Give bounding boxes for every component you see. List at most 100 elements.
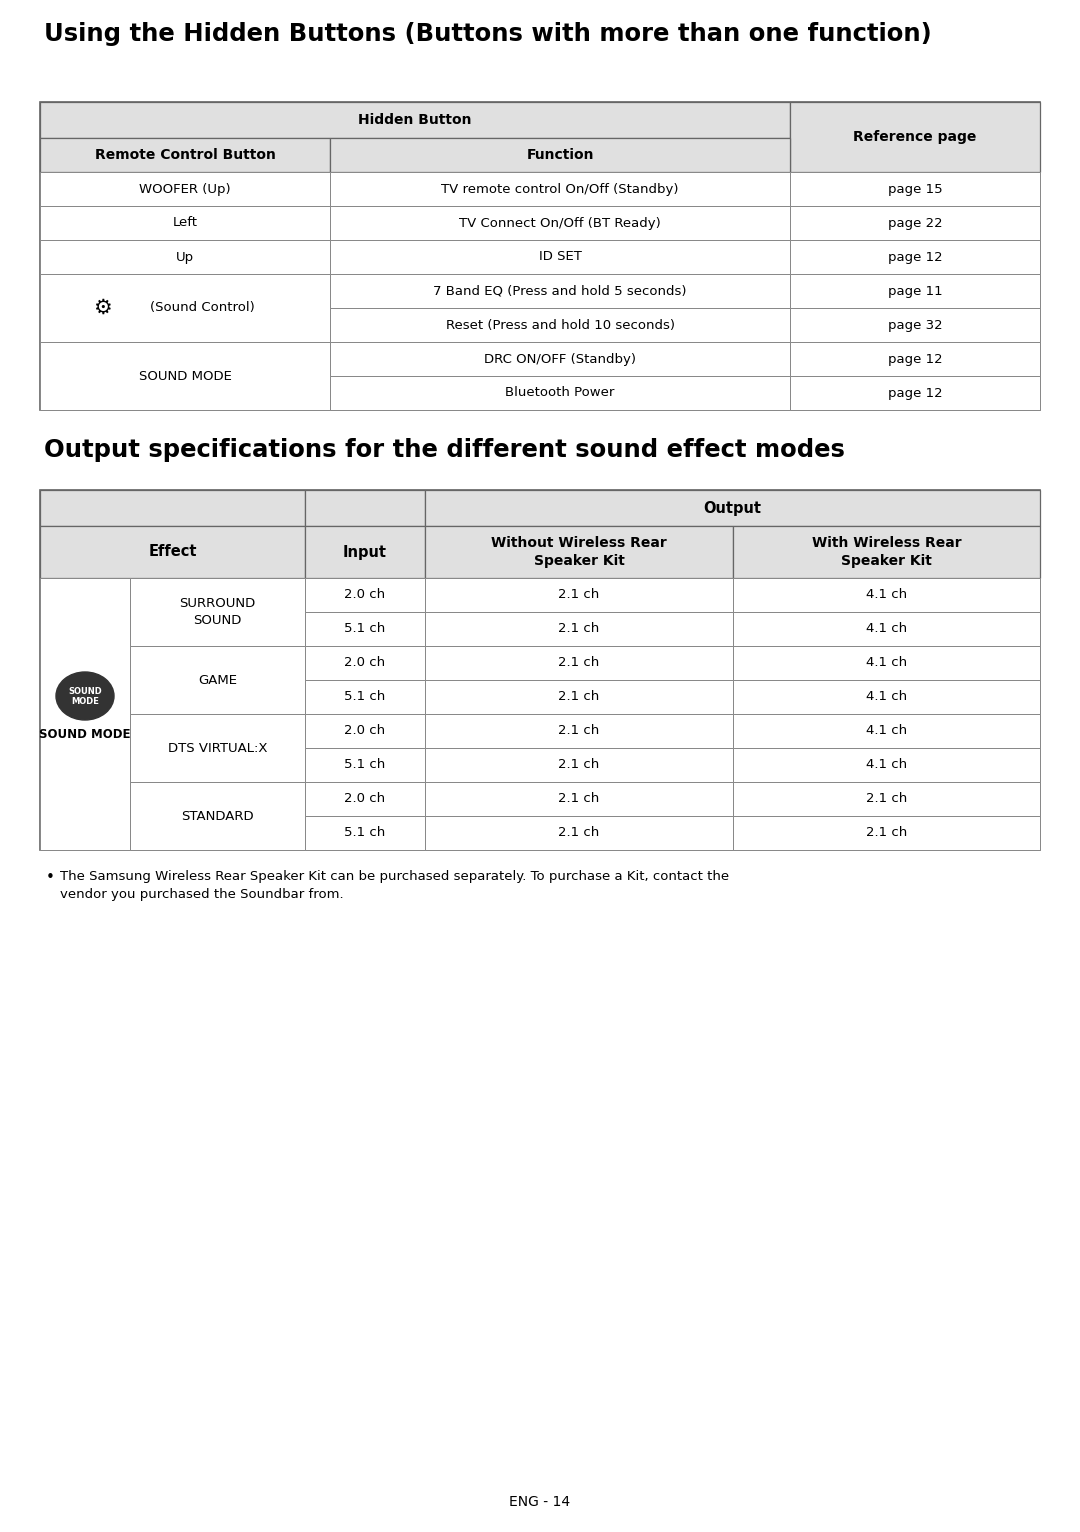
Bar [426,578,733,611]
Bar [40,490,305,525]
Text: SOUND MODE: SOUND MODE [39,728,131,740]
Bar [789,205,1040,241]
Bar [330,241,789,274]
Text: 2.1 ch: 2.1 ch [558,622,599,636]
Bar [40,138,330,172]
Text: page 12: page 12 [888,386,943,400]
Bar [130,578,305,647]
Text: 5.1 ch: 5.1 ch [345,826,386,840]
Bar [733,817,1040,850]
Text: MODE: MODE [71,697,99,706]
Text: Without Wireless Rear
Speaker Kit: Without Wireless Rear Speaker Kit [491,536,666,568]
Bar [305,714,426,748]
Bar [426,817,733,850]
Text: (Sound Control): (Sound Control) [150,302,255,314]
Bar [40,342,330,411]
Text: page 11: page 11 [888,285,943,297]
Text: 4.1 ch: 4.1 ch [866,691,907,703]
Text: vendor you purchased the Soundbar from.: vendor you purchased the Soundbar from. [60,889,343,901]
Bar [40,490,1040,850]
Text: WOOFER (Up): WOOFER (Up) [139,182,231,196]
Bar [330,172,789,205]
Text: STANDARD: STANDARD [181,809,254,823]
Text: ID SET: ID SET [539,251,581,264]
Bar [305,647,426,680]
Text: Hidden Button: Hidden Button [359,113,472,127]
Bar [40,103,789,138]
Bar [426,748,733,781]
Bar [330,205,789,241]
Text: 2.0 ch: 2.0 ch [345,657,386,669]
Bar [426,647,733,680]
Bar [40,172,330,205]
Text: Up: Up [176,251,194,264]
Bar [733,781,1040,817]
Text: Remote Control Button: Remote Control Button [95,149,275,162]
Text: 7 Band EQ (Press and hold 5 seconds): 7 Band EQ (Press and hold 5 seconds) [433,285,687,297]
Text: 5.1 ch: 5.1 ch [345,691,386,703]
Text: Output specifications for the different sound effect modes: Output specifications for the different … [44,438,845,463]
Text: 2.0 ch: 2.0 ch [345,792,386,806]
Text: Effect: Effect [148,544,197,559]
Bar [426,680,733,714]
Bar [305,748,426,781]
Text: 2.1 ch: 2.1 ch [558,657,599,669]
Bar [789,342,1040,375]
Text: The Samsung Wireless Rear Speaker Kit can be purchased separately. To purchase a: The Samsung Wireless Rear Speaker Kit ca… [60,870,729,882]
Bar [426,490,1040,525]
Bar [40,103,1040,411]
Text: DTS VIRTUAL:X: DTS VIRTUAL:X [167,741,267,754]
Bar [305,680,426,714]
Bar [789,103,1040,172]
Bar [40,241,330,274]
Bar [330,308,789,342]
Text: page 22: page 22 [888,216,943,230]
Text: page 12: page 12 [888,251,943,264]
Bar [426,781,733,817]
Bar [330,274,789,308]
Text: ⚙: ⚙ [93,299,111,319]
Bar [40,525,305,578]
Bar [130,647,305,714]
Text: 5.1 ch: 5.1 ch [345,758,386,772]
Text: Reset (Press and hold 10 seconds): Reset (Press and hold 10 seconds) [446,319,675,331]
Bar [733,611,1040,647]
Bar [733,525,1040,578]
Text: 2.1 ch: 2.1 ch [558,792,599,806]
Text: •: • [46,870,55,885]
Text: SOUND MODE: SOUND MODE [138,369,231,383]
Bar [305,781,426,817]
Bar [330,375,789,411]
Text: Reference page: Reference page [853,130,976,144]
Text: SURROUND
SOUND: SURROUND SOUND [179,597,256,627]
Bar [733,680,1040,714]
Text: Using the Hidden Buttons (Buttons with more than one function): Using the Hidden Buttons (Buttons with m… [44,21,932,46]
Text: GAME: GAME [198,674,237,686]
Text: 4.1 ch: 4.1 ch [866,657,907,669]
Text: 2.0 ch: 2.0 ch [345,725,386,737]
Text: page 15: page 15 [888,182,943,196]
Bar [40,578,130,850]
Bar [789,375,1040,411]
Bar [426,714,733,748]
Bar [733,714,1040,748]
Text: 2.1 ch: 2.1 ch [866,826,907,840]
Text: DRC ON/OFF (Standby): DRC ON/OFF (Standby) [484,352,636,366]
Bar [733,647,1040,680]
Bar [330,138,789,172]
Bar [789,172,1040,205]
Text: 4.1 ch: 4.1 ch [866,588,907,602]
Text: With Wireless Rear
Speaker Kit: With Wireless Rear Speaker Kit [812,536,961,568]
Text: 2.1 ch: 2.1 ch [558,725,599,737]
Text: 2.1 ch: 2.1 ch [558,826,599,840]
Bar [40,205,330,241]
Bar [426,611,733,647]
Text: TV remote control On/Off (Standby): TV remote control On/Off (Standby) [442,182,678,196]
Text: 2.1 ch: 2.1 ch [866,792,907,806]
Text: SOUND: SOUND [68,688,102,697]
Text: Function: Function [526,149,594,162]
Bar [305,817,426,850]
Bar [305,525,426,578]
Text: ENG - 14: ENG - 14 [510,1495,570,1509]
Text: 4.1 ch: 4.1 ch [866,758,907,772]
